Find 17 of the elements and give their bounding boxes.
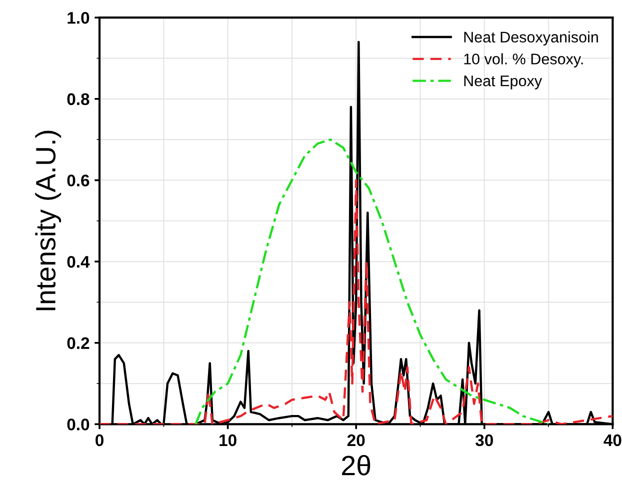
x-axis-title: 2θ	[342, 455, 370, 476]
legend-label: Neat Desoxyanisoin	[464, 31, 598, 46]
y-tick-label: 0.6	[67, 174, 90, 186]
y-tick-label: 0.4	[67, 256, 90, 268]
y-tick-label: 0.8	[67, 93, 90, 106]
x-tick-label: 30	[475, 434, 493, 446]
line-series	[194, 138, 550, 424]
legend-label: 10 vol. % Desoxy.	[464, 53, 583, 68]
x-tick-label: 20	[347, 434, 365, 446]
y-tick-label: 1.0	[68, 12, 90, 24]
y-tick-label: 0.0	[67, 418, 90, 430]
x-tick-label: 40	[604, 434, 622, 446]
x-tick-label: 10	[220, 434, 236, 446]
legend-label: Neat Epoxy	[464, 76, 542, 90]
y-axis-title: Intensity (A.U.)	[35, 130, 62, 310]
y-tick-label: 0.2	[67, 337, 90, 350]
x-tick-label: 0	[96, 434, 104, 446]
